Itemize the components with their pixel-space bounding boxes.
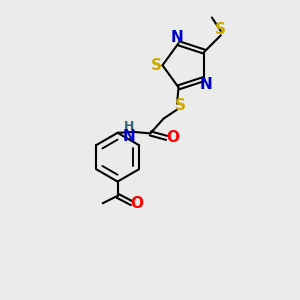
Text: O: O [131, 196, 144, 211]
Text: S: S [215, 22, 226, 37]
Text: S: S [150, 58, 161, 73]
Text: N: N [122, 129, 135, 144]
Text: O: O [166, 130, 179, 146]
Text: H: H [123, 120, 134, 133]
Text: N: N [171, 30, 183, 45]
Text: N: N [200, 77, 212, 92]
Text: S: S [175, 98, 185, 113]
